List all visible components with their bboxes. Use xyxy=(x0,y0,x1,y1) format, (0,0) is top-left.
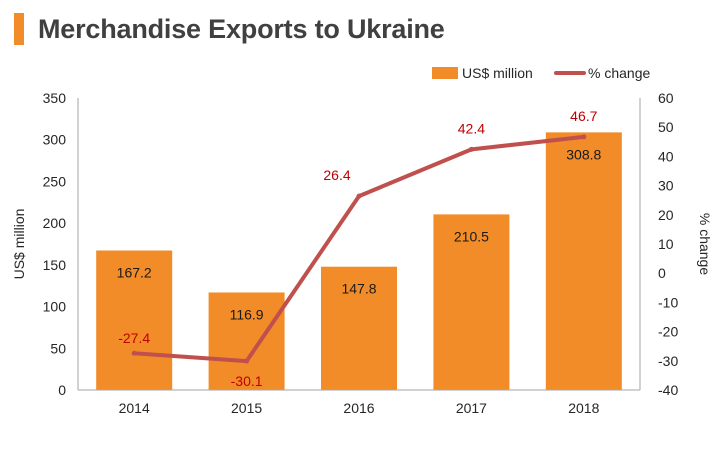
line-point xyxy=(581,134,587,140)
x-tick-label: 2016 xyxy=(343,400,374,416)
legend: US$ million % change xyxy=(432,65,650,81)
y2-tick-label: 10 xyxy=(658,236,674,252)
y-tick-label: 250 xyxy=(43,173,67,189)
y2-tick-label: 50 xyxy=(658,119,674,135)
bar-data-label: 210.5 xyxy=(454,228,489,244)
y2-tick-label: -10 xyxy=(658,294,678,310)
left-axis: 0 50 100 150 200 250 300 350 xyxy=(43,90,79,398)
chart-title-group: Merchandise Exports to Ukraine xyxy=(14,12,445,46)
y2-tick-label: 0 xyxy=(658,265,666,281)
line-point xyxy=(131,350,137,356)
bar xyxy=(96,250,173,390)
line-data-label: -27.4 xyxy=(118,330,150,346)
y-tick-label: 100 xyxy=(43,299,67,315)
line-data-label: 46.7 xyxy=(570,108,597,124)
line-data-label: 42.4 xyxy=(458,120,485,136)
y2-tick-label: 60 xyxy=(658,90,674,106)
bar xyxy=(545,132,622,391)
line-point xyxy=(244,358,250,364)
x-tick-label: 2017 xyxy=(456,400,487,416)
line-series: -27.4 -30.1 26.4 42.4 46.7 xyxy=(118,108,597,389)
bar-data-label: 116.9 xyxy=(230,306,264,322)
y2-tick-label: 20 xyxy=(658,207,674,223)
y-tick-label: 350 xyxy=(43,90,67,106)
bar xyxy=(208,292,285,390)
legend-line-label: % change xyxy=(588,65,650,81)
x-tick-label: 2018 xyxy=(568,400,599,416)
right-axis: -40 -30 -20 -10 0 10 20 30 40 50 60 xyxy=(639,90,678,398)
line-data-label: 26.4 xyxy=(323,167,350,183)
y-tick-label: 300 xyxy=(43,132,67,148)
title-accent-bar xyxy=(14,13,24,45)
legend-bar-label: US$ million xyxy=(462,65,533,81)
chart-title: Merchandise Exports to Ukraine xyxy=(38,13,445,44)
y2-tick-label: -20 xyxy=(658,324,678,340)
bar-data-label: 308.8 xyxy=(566,146,601,162)
legend-bar-swatch xyxy=(432,67,458,79)
x-tick-label: 2015 xyxy=(231,400,262,416)
y-axis-label: US$ million xyxy=(11,209,27,280)
bar xyxy=(321,266,397,390)
x-axis: 2014 2015 2016 2017 2018 xyxy=(78,389,640,416)
bar-series: 167.2 116.9 147.8 210.5 308.8 xyxy=(96,132,622,391)
line-point xyxy=(468,146,474,152)
y-tick-label: 200 xyxy=(43,215,67,231)
y2-axis-label: % change xyxy=(697,213,713,275)
bar xyxy=(433,214,510,390)
y2-tick-label: -40 xyxy=(658,382,678,398)
line-point xyxy=(356,193,362,199)
y-tick-label: 50 xyxy=(50,340,66,356)
y-tick-label: 150 xyxy=(43,257,67,273)
y2-tick-label: 30 xyxy=(658,178,674,194)
y2-tick-label: 40 xyxy=(658,148,674,164)
x-tick-label: 2014 xyxy=(119,400,150,416)
line-data-label: -30.1 xyxy=(231,373,263,389)
bar-data-label: 147.8 xyxy=(341,281,376,297)
y2-tick-label: -30 xyxy=(658,353,678,369)
bar-data-label: 167.2 xyxy=(117,265,152,281)
y-tick-label: 0 xyxy=(58,382,66,398)
